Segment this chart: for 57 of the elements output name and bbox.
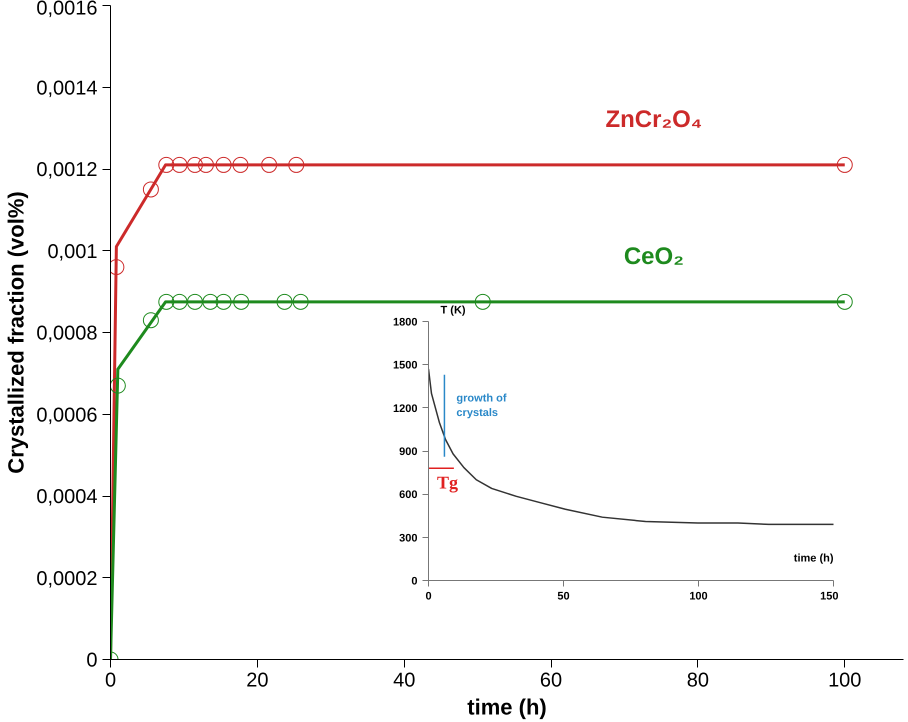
x-tick-label: 40 (393, 670, 416, 692)
x-tick-label: 20 (246, 670, 268, 692)
y-tick-label: 0,001 (47, 240, 98, 263)
y-tick-label: 1200 (393, 402, 418, 415)
point (216, 156, 232, 173)
text: ZnCr₂O₄ (605, 106, 702, 133)
point (288, 156, 304, 173)
point (198, 156, 214, 173)
line-series (428, 368, 834, 526)
point (276, 294, 293, 310)
x-tick-label: 60 (540, 670, 562, 692)
y-tick-label: 0,0004 (36, 486, 98, 508)
y-tick-label: 0,0012 (36, 159, 98, 181)
y-tick-label: 300 (399, 532, 418, 544)
y-tick-label: 900 (399, 446, 418, 458)
point (836, 156, 853, 173)
point (158, 294, 174, 310)
y-tick-label: 0,0002 (36, 568, 98, 590)
point (202, 294, 218, 310)
y-tick-label: 0 (411, 576, 418, 588)
series-label: Tg (437, 472, 458, 492)
x-axis-title: time (h) (794, 552, 834, 564)
y-axis-title: Crystallized fraction (vol%) (3, 191, 28, 474)
point (292, 294, 309, 310)
point (172, 156, 188, 173)
x-tick-label: 150 (820, 590, 839, 602)
point (232, 156, 248, 173)
text: CeO₂ (624, 242, 684, 270)
x-tick-label: 50 (557, 590, 570, 602)
point (142, 181, 159, 198)
point (836, 294, 853, 310)
point (158, 156, 174, 173)
point (261, 156, 278, 173)
point (216, 294, 232, 310)
x-tick-label: 0 (104, 670, 116, 692)
y-tick-label: 1800 (393, 316, 418, 328)
point (186, 294, 203, 310)
y-axis-title: T (K) (440, 304, 466, 316)
y-tick-label: 0 (86, 650, 98, 672)
y-tick-label: 0,0016 (36, 0, 98, 20)
y-tick-label: 600 (399, 489, 418, 502)
y-tick-label: 0,0014 (36, 77, 98, 100)
y-tick-label: 1500 (393, 360, 418, 372)
y-tick-label: 0,0006 (36, 404, 98, 426)
x-axis-title: time (h) (467, 694, 547, 720)
point (186, 156, 203, 173)
point (110, 378, 126, 394)
x-tick-label: 100 (689, 590, 708, 602)
point (142, 312, 159, 328)
x-tick-label: 100 (828, 670, 862, 692)
y-tick-label: 0,0008 (36, 322, 98, 344)
series-label: growth of crystals (456, 392, 507, 420)
point (474, 294, 491, 310)
point (172, 294, 188, 310)
x-tick-label: 80 (686, 670, 710, 692)
x-tick-label: 0 (425, 590, 432, 602)
point (233, 294, 250, 310)
